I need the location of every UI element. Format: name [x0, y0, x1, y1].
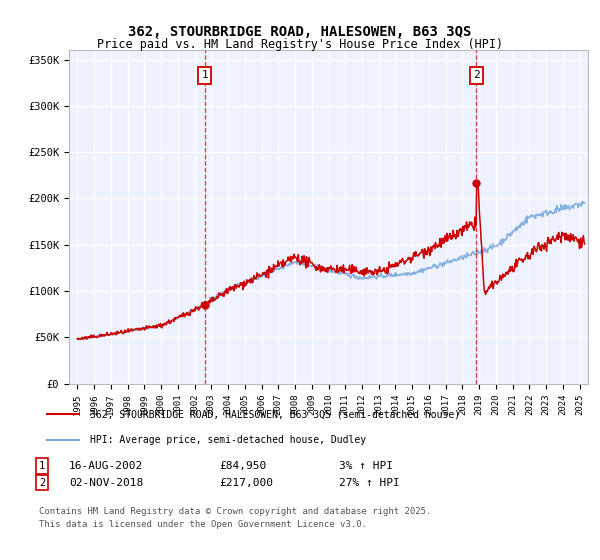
Text: 16-AUG-2002: 16-AUG-2002: [69, 461, 143, 471]
Text: 1: 1: [39, 461, 45, 471]
Text: 27% ↑ HPI: 27% ↑ HPI: [339, 478, 400, 488]
Text: 2: 2: [39, 478, 45, 488]
Text: 3% ↑ HPI: 3% ↑ HPI: [339, 461, 393, 471]
Text: £84,950: £84,950: [219, 461, 266, 471]
Text: 362, STOURBRIDGE ROAD, HALESOWEN, B63 3QS: 362, STOURBRIDGE ROAD, HALESOWEN, B63 3Q…: [128, 25, 472, 39]
Text: Contains HM Land Registry data © Crown copyright and database right 2025.: Contains HM Land Registry data © Crown c…: [39, 507, 431, 516]
Text: This data is licensed under the Open Government Licence v3.0.: This data is licensed under the Open Gov…: [39, 520, 367, 529]
Text: £217,000: £217,000: [219, 478, 273, 488]
Text: 362, STOURBRIDGE ROAD, HALESOWEN, B63 3QS (semi-detached house): 362, STOURBRIDGE ROAD, HALESOWEN, B63 3Q…: [90, 409, 460, 419]
Text: 02-NOV-2018: 02-NOV-2018: [69, 478, 143, 488]
Text: Price paid vs. HM Land Registry's House Price Index (HPI): Price paid vs. HM Land Registry's House …: [97, 38, 503, 51]
Text: 1: 1: [202, 71, 208, 81]
Text: 2: 2: [473, 71, 480, 81]
Text: HPI: Average price, semi-detached house, Dudley: HPI: Average price, semi-detached house,…: [90, 435, 366, 445]
